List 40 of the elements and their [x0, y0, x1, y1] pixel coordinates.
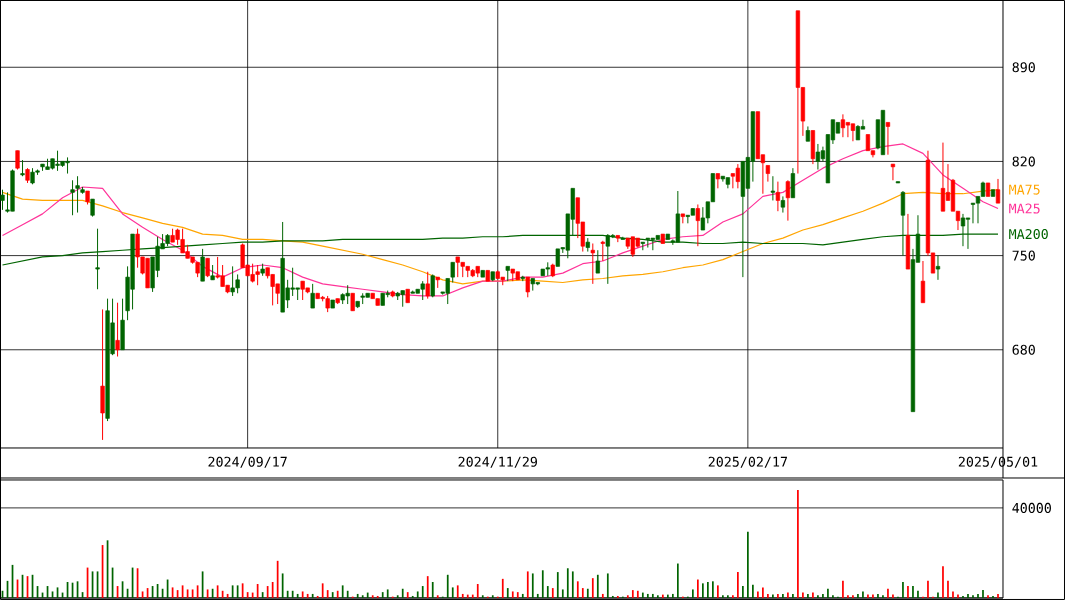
candlestick	[770, 175, 776, 201]
candlestick	[885, 121, 891, 156]
candlestick	[695, 203, 700, 247]
candlestick	[890, 163, 896, 181]
candlestick	[815, 143, 821, 170]
candlestick	[115, 302, 120, 357]
candlestick	[600, 240, 605, 262]
candlestick	[780, 195, 786, 214]
candlestick	[785, 179, 791, 222]
candlestick	[840, 113, 846, 138]
candlestick	[715, 173, 720, 189]
candlestick	[205, 257, 210, 278]
y-tick-label: 890	[1012, 62, 1035, 73]
candlestick	[15, 150, 20, 170]
x-tick-label: 2025/02/17	[708, 456, 787, 468]
candlestick	[310, 283, 315, 309]
candlestick	[75, 175, 80, 214]
candlestick	[995, 178, 1001, 204]
line-series	[1, 143, 999, 297]
candlestick	[525, 276, 530, 298]
y-tick-label: 680	[1012, 344, 1035, 355]
y-tick-label: 820	[1012, 156, 1035, 167]
y-tick-label: 40000	[1012, 502, 1051, 513]
candlestick	[450, 261, 455, 284]
x-tick-label: 2024/09/17	[208, 456, 287, 468]
candlestick	[935, 255, 941, 281]
y-tick-label: 750	[1012, 250, 1035, 261]
candlestick	[70, 179, 75, 216]
candlestick	[595, 249, 600, 274]
candlestick	[775, 181, 781, 212]
candlestick	[425, 271, 430, 300]
series-label: MA75	[1009, 184, 1040, 195]
series-label: MA200	[1009, 229, 1048, 240]
series-label: MA25	[1009, 203, 1040, 214]
x-tick-label: 2024/11/29	[458, 456, 537, 468]
candlestick	[590, 243, 595, 285]
candlestick	[0, 189, 5, 211]
candlestick	[920, 260, 926, 304]
x-tick-label: 2025/05/01	[958, 456, 1038, 468]
candlestick	[940, 142, 946, 212]
